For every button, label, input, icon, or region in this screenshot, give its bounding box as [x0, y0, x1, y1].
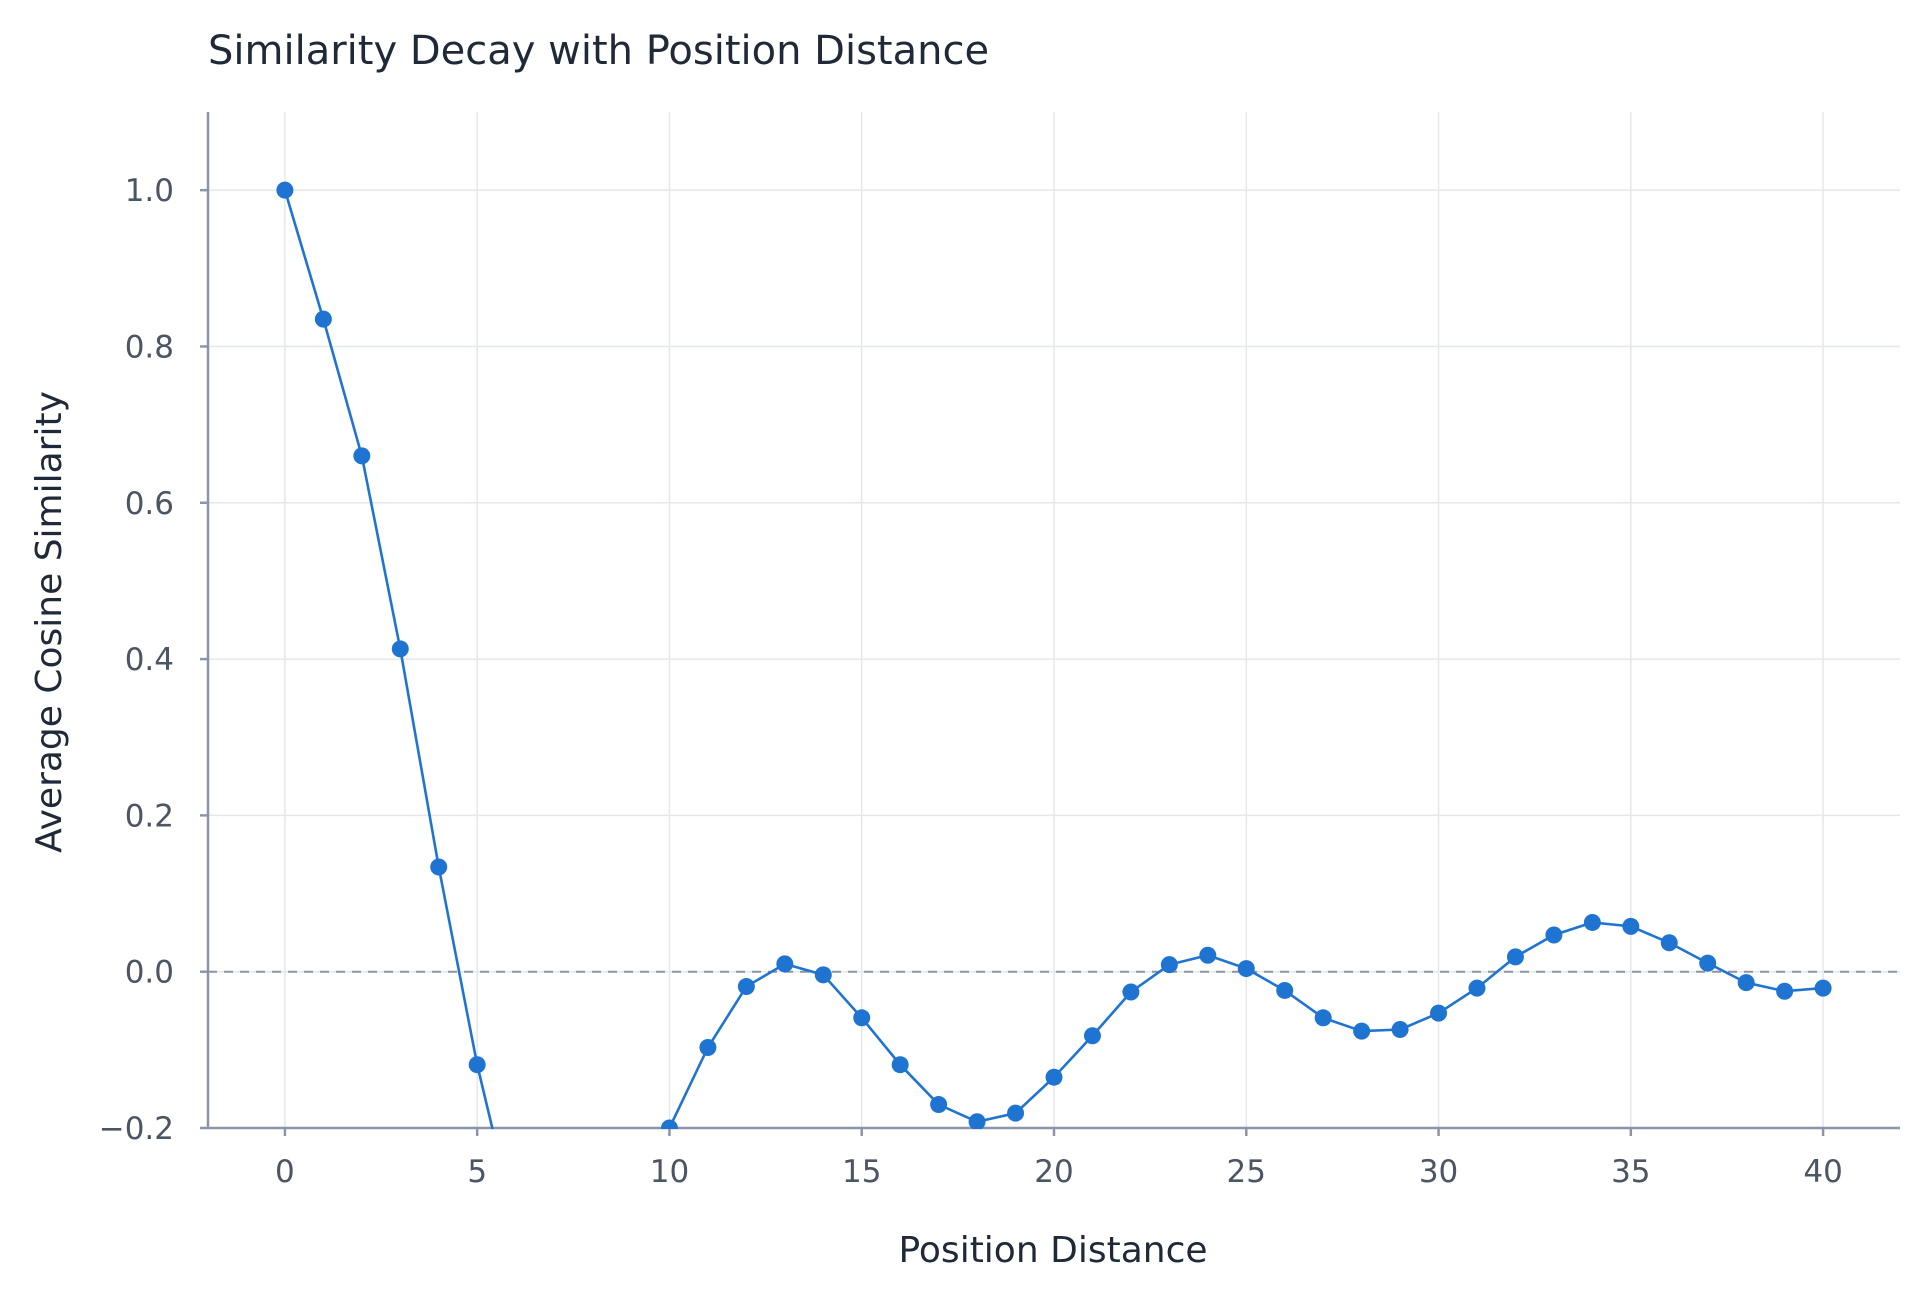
- tick-labels: 0 5 10 15 20 25 30 35 40 −0.2 0.0 0.2 0.4 0.6 0.8 1.0: [99, 173, 1843, 1190]
- data-point: [1776, 982, 1794, 1000]
- y-axis-label: Average Cosine Similarity: [29, 391, 70, 853]
- x-tick-label: 30: [1419, 1154, 1458, 1190]
- y-tick-label: 0.4: [125, 642, 174, 678]
- data-point: [1122, 983, 1140, 1001]
- grid-lines: [208, 112, 1900, 1129]
- x-axis-label: Position Distance: [898, 1230, 1207, 1271]
- data-point: [623, 1264, 640, 1281]
- data-point: [468, 1056, 486, 1074]
- data-point: [353, 447, 371, 465]
- y-tick-label: 1.0: [125, 173, 174, 209]
- series-layer: [276, 181, 1832, 1281]
- series-group: [276, 181, 1832, 1281]
- y-tick-label: 0.0: [125, 955, 174, 991]
- x-tick-label: 5: [467, 1154, 487, 1190]
- y-tick-label: −0.2: [99, 1111, 174, 1147]
- data-point: [1314, 1009, 1332, 1027]
- data-point: [1468, 979, 1486, 997]
- x-tick-label: 0: [275, 1154, 295, 1190]
- data-point: [430, 858, 448, 876]
- x-tick-label: 15: [842, 1154, 881, 1190]
- data-point: [814, 966, 832, 984]
- data-point: [1045, 1068, 1063, 1086]
- data-point: [1199, 946, 1217, 964]
- x-tick-label: 40: [1803, 1154, 1842, 1190]
- y-tick-label: 0.8: [125, 329, 174, 365]
- data-point: [391, 640, 409, 658]
- data-point: [1814, 979, 1832, 997]
- data-point: [1737, 974, 1755, 992]
- x-tick-label: 10: [650, 1154, 689, 1190]
- data-point: [1622, 917, 1640, 935]
- data-point: [853, 1009, 871, 1027]
- x-tick-label: 20: [1034, 1154, 1073, 1190]
- x-tick-label: 25: [1227, 1154, 1266, 1190]
- data-point: [1583, 913, 1601, 931]
- data-point: [1660, 934, 1678, 952]
- data-point: [699, 1039, 717, 1057]
- data-point: [507, 1217, 524, 1234]
- chart-title: Similarity Decay with Position Distance: [208, 28, 989, 74]
- x-tick-label: 35: [1611, 1154, 1650, 1190]
- data-point: [1699, 954, 1717, 972]
- axes: [200, 112, 1900, 1136]
- data-point: [891, 1056, 909, 1074]
- data-point: [1506, 948, 1524, 966]
- y-tick-label: 0.6: [125, 486, 174, 522]
- data-point: [1353, 1022, 1371, 1040]
- data-point: [1007, 1104, 1025, 1122]
- data-point: [276, 181, 294, 199]
- y-tick-label: 0.2: [125, 798, 174, 834]
- data-point: [1237, 960, 1255, 978]
- data-point: [1083, 1027, 1101, 1045]
- data-point: [737, 978, 755, 996]
- data-point: [1391, 1021, 1409, 1039]
- data-point: [776, 955, 794, 973]
- data-point: [930, 1096, 948, 1114]
- data-point: [1276, 981, 1294, 999]
- data-point: [968, 1113, 986, 1129]
- data-point: [1545, 926, 1563, 944]
- data-point: [314, 310, 332, 328]
- data-point: [1430, 1004, 1448, 1022]
- data-point: [1160, 956, 1178, 974]
- data-point: [660, 1119, 678, 1129]
